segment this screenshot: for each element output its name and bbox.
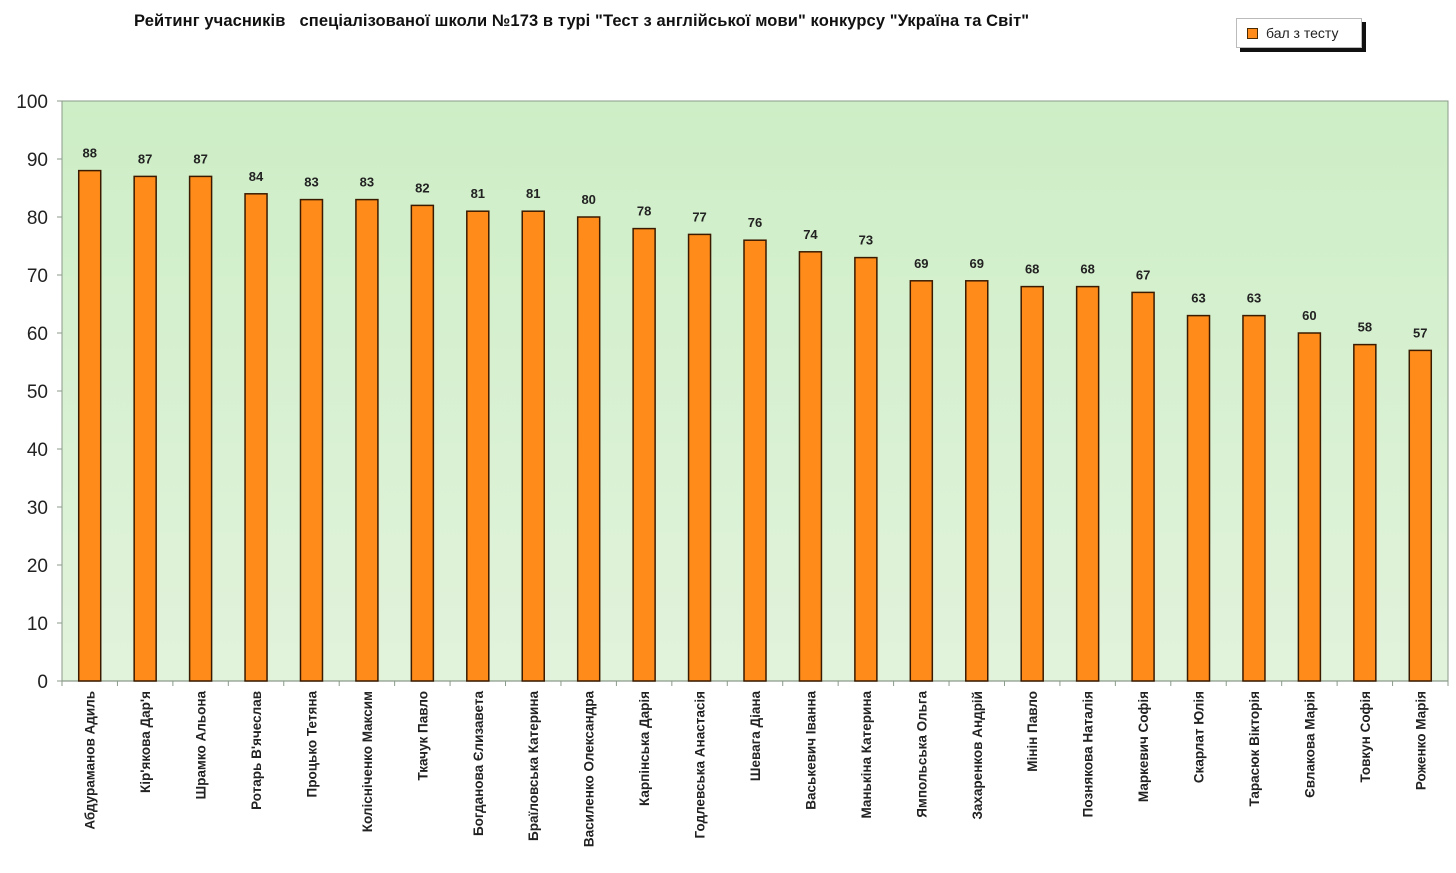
x-tick-label: Колісніченко Максим [360, 691, 375, 832]
data-label: 88 [82, 146, 96, 161]
bar [1353, 343, 1377, 682]
bar [909, 280, 934, 682]
data-label: 77 [692, 209, 706, 224]
bar [410, 204, 435, 682]
bar [1297, 332, 1322, 682]
data-label: 69 [914, 256, 928, 271]
bar [632, 227, 656, 682]
data-label: 81 [526, 186, 540, 201]
y-tick-label: 80 [27, 208, 48, 229]
y-tick-label: 10 [27, 614, 48, 635]
x-tick-label: Ямпольська Ольга [914, 691, 929, 818]
x-tick-label: Годлевська Анастасія [693, 691, 708, 839]
x-tick-label: Богданова Єлизавета [471, 691, 486, 836]
y-tick-label: 20 [27, 556, 48, 577]
bar [854, 256, 878, 682]
data-label: 67 [1136, 267, 1150, 282]
bar [1408, 349, 1433, 682]
y-axis: 0 10 20 30 40 50 60 70 80 90 100 [16, 92, 62, 693]
x-tick-label: Васькевич Іванна [803, 691, 818, 810]
legend-swatch [1247, 27, 1258, 39]
bar [1020, 285, 1044, 682]
data-label: 76 [748, 215, 762, 230]
y-tick-label: 70 [27, 266, 48, 287]
data-label: 63 [1191, 291, 1205, 306]
x-tick-label: Карпінська Дарія [637, 691, 652, 806]
y-tick-label: 30 [27, 498, 48, 519]
x-tick-label: Кір'якова Дар'я [138, 691, 153, 793]
x-tick-label: Мінін Павло [1025, 691, 1040, 772]
bar [355, 198, 379, 682]
y-tick-label: 40 [27, 440, 48, 461]
x-tick-label: Скарлат Юлія [1192, 691, 1207, 783]
x-tick-label: Ротарь В'ячеслав [249, 691, 264, 810]
x-tick-label: Абдураманов Адиль [83, 691, 98, 830]
bar [188, 175, 213, 682]
x-tick-label: Маркевич Софія [1136, 691, 1151, 802]
data-labels: 88 87 87 84 83 83 82 81 81 80 78 77 76 74 73 69 69 68 68 67… [82, 146, 1427, 341]
x-tick-label: Процько Тетяна [304, 691, 319, 798]
x-tick-label: Ткачук Павло [415, 691, 430, 781]
x-tick-label: Шрамко Альона [194, 691, 209, 800]
bar [1186, 314, 1211, 682]
bar [798, 251, 823, 682]
data-label: 60 [1302, 308, 1316, 323]
bar [743, 239, 767, 682]
x-tick-label: Тарасюк Вікторія [1247, 691, 1262, 807]
x-axis [61, 680, 1449, 686]
y-tick-label: 90 [27, 150, 48, 171]
legend: бал з тесту [1236, 18, 1362, 48]
bar [299, 198, 324, 682]
bar [77, 169, 102, 682]
data-label: 84 [249, 169, 264, 184]
data-label: 80 [581, 192, 595, 207]
bar [466, 210, 490, 682]
data-label: 73 [859, 233, 873, 248]
bar [576, 216, 601, 682]
data-label: 83 [360, 175, 374, 190]
data-label: 82 [415, 180, 429, 195]
bar [1131, 291, 1155, 682]
x-tick-labels: Абдураманов Адиль Кір'якова Дар'я Шрамко А… [83, 691, 1429, 848]
data-label: 68 [1025, 262, 1039, 277]
x-tick-label: Браїловська Катерина [526, 691, 541, 841]
x-tick-label: Манькіна Катерина [859, 691, 874, 819]
data-label: 69 [970, 256, 984, 271]
data-label: 58 [1358, 320, 1372, 335]
data-label: 81 [471, 186, 485, 201]
data-label: 68 [1080, 262, 1094, 277]
x-tick-label: Захаренков Андрій [970, 691, 985, 820]
x-tick-label: Роженко Марія [1413, 691, 1428, 790]
bar [133, 175, 157, 682]
data-label: 78 [637, 204, 651, 219]
bar [1242, 314, 1266, 682]
chart-title: Рейтинг учасників спеціалізованої школи … [134, 12, 1030, 30]
bars [77, 169, 1433, 682]
data-label: 57 [1413, 325, 1427, 340]
data-label: 83 [304, 175, 318, 190]
x-tick-label: Товкун Софія [1358, 691, 1373, 783]
data-label: 74 [803, 227, 818, 242]
bar [1075, 285, 1100, 682]
legend-label: бал з тесту [1266, 25, 1339, 41]
x-tick-label: Познякова Наталія [1081, 691, 1096, 817]
x-tick-label: Шевага Діана [748, 691, 763, 782]
bar [521, 210, 545, 682]
bar [965, 280, 989, 682]
data-label: 63 [1247, 291, 1261, 306]
data-label: 87 [193, 151, 207, 166]
y-tick-label: 0 [37, 672, 48, 693]
y-tick-label: 60 [27, 324, 48, 345]
x-tick-label: Василенко Олександра [582, 691, 597, 848]
y-tick-label: 100 [16, 92, 48, 113]
bar [687, 233, 712, 682]
y-tick-label: 50 [27, 382, 48, 403]
x-tick-label: Євлакова Марія [1302, 691, 1317, 798]
bar [244, 193, 268, 682]
data-label: 87 [138, 151, 152, 166]
